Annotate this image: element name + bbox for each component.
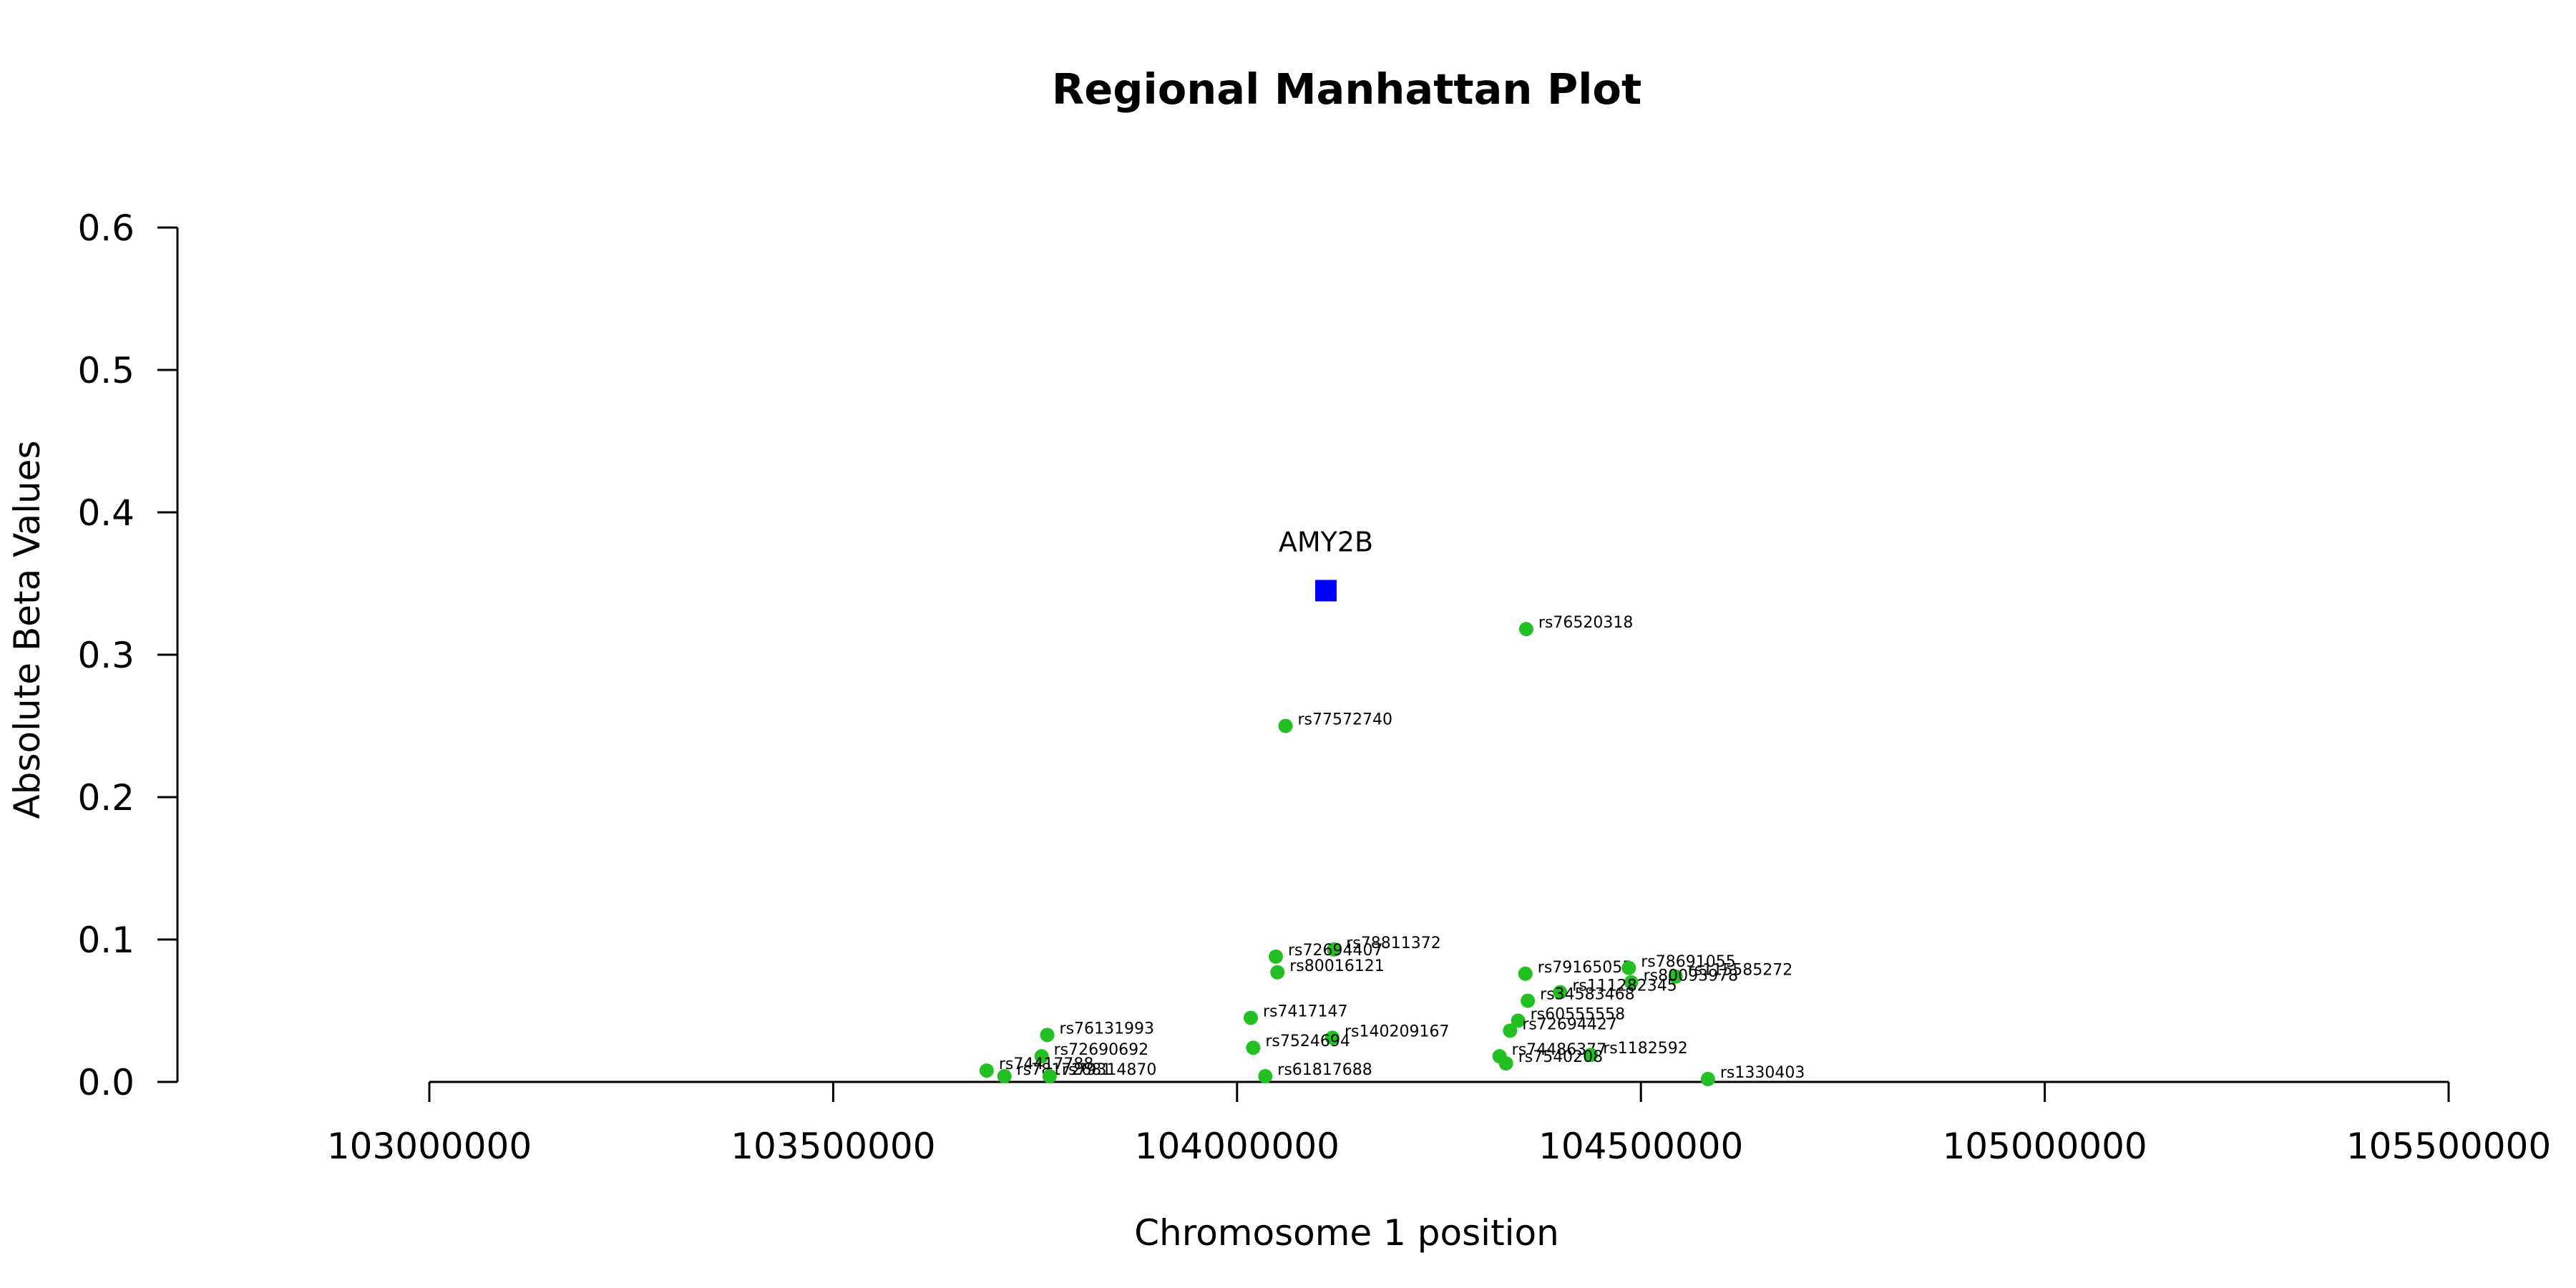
snp-point xyxy=(1270,965,1285,980)
snp-point xyxy=(997,1069,1012,1084)
snp-point xyxy=(1668,969,1683,984)
snp-point xyxy=(1518,966,1533,981)
snp-label: rs140209167 xyxy=(1345,1023,1449,1040)
snp-point xyxy=(1040,1028,1055,1043)
snp-point xyxy=(1243,1010,1258,1025)
y-axis-label: Absolute Beta Values xyxy=(6,441,48,819)
gene-label: AMY2B xyxy=(1279,526,1373,557)
snp-point xyxy=(1246,1040,1261,1055)
snp-point xyxy=(1327,942,1342,957)
snp-point xyxy=(1511,1013,1526,1028)
y-tick-label: 0.4 xyxy=(77,492,135,534)
snp-label: rs78691055 xyxy=(1641,953,1735,971)
snp-label: rs72694407 xyxy=(1288,942,1382,960)
y-tick-label: 0.3 xyxy=(77,635,135,676)
snp-point xyxy=(1268,949,1283,964)
snp-label: rs60555558 xyxy=(1531,1005,1625,1023)
snp-label: rs7524694 xyxy=(1265,1033,1350,1050)
snp-point xyxy=(1518,622,1533,637)
axes: 103000000 103500000 104000000 104500000 1050… xyxy=(77,208,2551,1167)
snp-point xyxy=(1584,1048,1599,1063)
snp-label: rs115585272 xyxy=(1688,962,1792,980)
x-tick-label: 105500000 xyxy=(2346,1126,2551,1167)
snp-label: rs79314870 xyxy=(1062,1061,1156,1079)
snp-label: rs34583468 xyxy=(1540,986,1634,1004)
snp-label: rs80093978 xyxy=(1644,967,1738,985)
snp-label: rs72694427 xyxy=(1522,1015,1616,1033)
snp-label: rs80016121 xyxy=(1289,957,1384,975)
snp-point xyxy=(1034,1049,1049,1064)
snp-point xyxy=(1278,718,1293,733)
snp-point xyxy=(1324,1030,1340,1045)
snp-point xyxy=(1624,975,1639,990)
y-tick-label: 0.0 xyxy=(77,1062,135,1103)
gene-marker xyxy=(1314,580,1337,602)
snp-point xyxy=(979,1063,994,1078)
y-tick-label: 0.2 xyxy=(77,777,135,819)
snp-label: rs1330403 xyxy=(1720,1064,1805,1082)
snp-label: rs76520318 xyxy=(1538,614,1633,632)
data-points: rs76520318 rs77572740 rs78811372rs72694407… xyxy=(979,526,1805,1087)
x-tick-label: 105000000 xyxy=(1942,1126,2147,1167)
snp-label: rs76131993 xyxy=(1060,1020,1154,1038)
x-axis-label: Chromosome 1 position xyxy=(1134,1212,1559,1254)
chart-title: Regional Manhattan Plot xyxy=(1052,64,1641,114)
snp-label: rs79165055 xyxy=(1538,959,1632,977)
snp-label: rs78811372 xyxy=(1346,935,1440,952)
snp-label: rs111282345 xyxy=(1572,977,1677,995)
x-tick-label: 104000000 xyxy=(1135,1126,1340,1167)
x-tick-label: 104500000 xyxy=(1538,1126,1743,1167)
snp-label: rs1182592 xyxy=(1603,1040,1688,1058)
y-tick-label: 0.1 xyxy=(77,919,135,961)
snp-point xyxy=(1621,960,1636,975)
snp-point xyxy=(1498,1056,1513,1071)
snp-label: rs61817688 xyxy=(1277,1061,1372,1079)
x-tick-label: 103500000 xyxy=(731,1126,935,1167)
snp-label: rs7540208 xyxy=(1518,1048,1604,1066)
snp-point xyxy=(1521,993,1536,1008)
y-tick-label: 0.5 xyxy=(77,350,135,391)
snp-label: rs77572740 xyxy=(1298,711,1392,729)
snp-point xyxy=(1700,1072,1715,1087)
x-tick-label: 103000000 xyxy=(327,1126,532,1167)
snp-point xyxy=(1258,1069,1273,1084)
snp-label: rs7417147 xyxy=(1263,1002,1348,1020)
snp-label: rs78172681 xyxy=(1017,1061,1111,1079)
y-tick-label: 0.6 xyxy=(77,208,135,249)
snp-label: rs72690692 xyxy=(1054,1041,1148,1059)
snp-point xyxy=(1042,1069,1057,1084)
snp-point xyxy=(1553,985,1568,1000)
snp-point xyxy=(1503,1023,1518,1038)
